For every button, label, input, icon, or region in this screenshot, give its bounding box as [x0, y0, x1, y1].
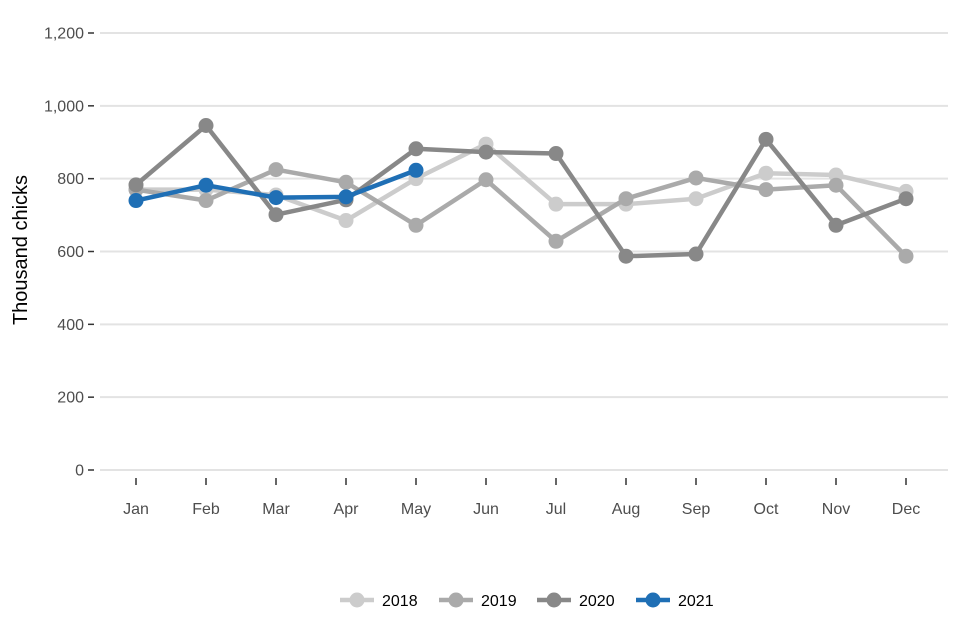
data-point-2019 [548, 233, 564, 249]
x-tick-label: Jan [123, 501, 149, 518]
x-tick-label: Mar [262, 501, 290, 518]
legend-item-2021: 2021 [636, 592, 714, 610]
y-axis-label: Thousand chicks [10, 175, 32, 325]
data-point-2019 [408, 217, 424, 233]
legend-swatch-point [546, 592, 562, 608]
data-point-2018 [688, 191, 704, 207]
x-tick-label: Jul [546, 501, 566, 518]
data-point-2020 [548, 146, 564, 162]
data-point-2018 [338, 213, 354, 229]
x-tick-label: May [401, 501, 431, 518]
y-tick-label: 200 [57, 390, 84, 407]
x-tick-label: Aug [612, 501, 640, 518]
data-point-2020 [688, 246, 704, 262]
data-point-2020 [408, 141, 424, 157]
legend-label: 2018 [382, 593, 418, 610]
data-point-2021 [408, 162, 424, 178]
data-point-2020 [898, 191, 914, 207]
y-tick-label: 1,200 [44, 26, 84, 43]
x-tick-label: Jun [473, 501, 499, 518]
legend-item-2018: 2018 [340, 592, 418, 610]
legend-label: 2021 [678, 593, 714, 610]
x-axis: Jan Feb Mar Apr May Jun Jul Aug Sep Oct Nov Dec [123, 478, 920, 518]
data-point-2021 [338, 189, 354, 205]
data-point-2019 [338, 174, 354, 190]
series-line-2019 [133, 167, 909, 259]
series-2019 [128, 162, 914, 264]
y-tick-label: 0 [75, 463, 84, 480]
legend-swatch-point [349, 592, 365, 608]
series-2021 [128, 162, 424, 209]
x-tick-label: Sep [682, 501, 711, 518]
data-point-2021 [128, 193, 144, 209]
y-tick-label: 600 [57, 244, 84, 261]
x-tick-label: Apr [334, 501, 360, 518]
x-tick-label: Dec [892, 501, 920, 518]
legend-swatch-point [448, 592, 464, 608]
y-tick-label: 1,000 [44, 98, 84, 115]
x-tick-label: Nov [822, 501, 850, 518]
data-point-2020 [128, 177, 144, 193]
x-tick-label: Oct [754, 501, 779, 518]
data-point-2020 [618, 248, 634, 264]
gridlines [100, 32, 948, 471]
data-point-2019 [268, 162, 284, 178]
legend-swatch-point [645, 592, 661, 608]
legend-item-2019: 2019 [439, 592, 517, 610]
series-line-2020 [133, 123, 909, 259]
data-point-2020 [268, 207, 284, 223]
y-axis: 0 200 400 600 800 1,000 1,200 [44, 26, 94, 480]
data-point-2019 [198, 193, 214, 209]
data-point-2020 [198, 117, 214, 133]
legend-label: 2020 [579, 593, 615, 610]
data-point-2018 [758, 165, 774, 181]
data-point-2019 [688, 170, 704, 186]
legend-item-2020: 2020 [537, 592, 615, 610]
y-tick-label: 400 [57, 317, 84, 334]
data-point-2020 [758, 131, 774, 147]
data-point-2020 [828, 217, 844, 233]
data-point-2019 [478, 172, 494, 188]
data-point-2019 [898, 248, 914, 264]
data-point-2019 [618, 191, 634, 207]
data-point-2018 [548, 196, 564, 212]
series-lines [128, 117, 914, 264]
data-point-2020 [478, 144, 494, 160]
data-point-2019 [758, 182, 774, 198]
data-point-2021 [198, 177, 214, 193]
x-tick-label: Feb [192, 501, 220, 518]
y-tick-label: 800 [57, 171, 84, 188]
data-point-2019 [828, 177, 844, 193]
legend-label: 2019 [481, 593, 517, 610]
data-point-2021 [268, 190, 284, 206]
legend: 2018 2019 2020 2021 [340, 592, 714, 610]
